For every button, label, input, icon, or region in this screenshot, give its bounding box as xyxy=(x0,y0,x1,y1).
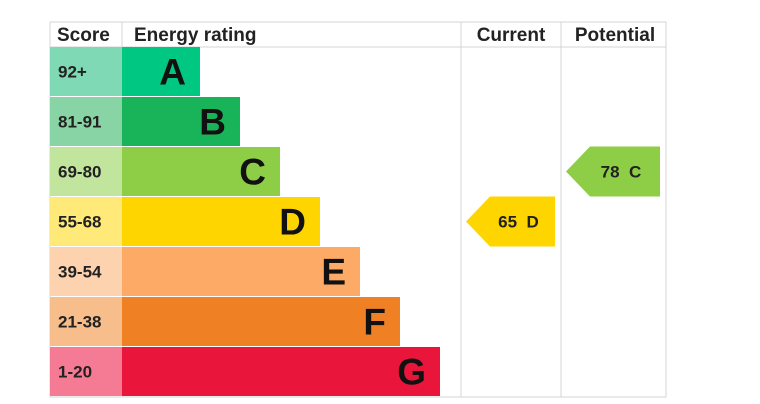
score-cell xyxy=(50,347,122,396)
potential-header: Potential xyxy=(575,25,655,46)
current-header: Current xyxy=(477,25,546,46)
score-label: 55-68 xyxy=(58,213,101,232)
score-cell xyxy=(50,47,122,96)
current-rating-label: 65 D xyxy=(498,213,539,232)
score-cell xyxy=(50,97,122,146)
current-arrow xyxy=(466,196,555,247)
rating-band-bar xyxy=(122,47,200,96)
rating-band-letter: E xyxy=(321,252,346,293)
rating-band-bar xyxy=(122,97,240,146)
rating-band-letter: F xyxy=(363,302,386,343)
energy-rating-header: Energy rating xyxy=(134,25,256,46)
rating-band-bar xyxy=(122,247,360,296)
score-header: Score xyxy=(57,25,110,46)
rating-band-letter: D xyxy=(279,202,306,243)
score-cell xyxy=(50,197,122,246)
rating-bands: 92+ A 81-91 B 69-80 C 55-68 D 39-54 E 21-38 F 1-20 G xyxy=(50,47,440,396)
score-cell xyxy=(50,247,122,296)
rating-band-bar xyxy=(122,197,320,246)
score-label: 1-20 xyxy=(58,363,92,382)
score-label: 21-38 xyxy=(58,313,101,332)
score-cell xyxy=(50,297,122,346)
potential-arrow xyxy=(566,146,660,197)
score-label: 81-91 xyxy=(58,113,101,132)
rating-band-letter: G xyxy=(397,352,426,393)
score-cell xyxy=(50,147,122,196)
rating-band-letter: C xyxy=(239,152,266,193)
rating-band-bar xyxy=(122,147,280,196)
rating-arrows: 65 D 78 C xyxy=(466,146,660,247)
header-row: Score Energy rating Current Potential xyxy=(57,25,655,46)
score-label: 39-54 xyxy=(58,263,102,282)
rating-band-bar xyxy=(122,297,400,346)
rating-band-letter: B xyxy=(199,102,226,143)
potential-rating-label: 78 C xyxy=(601,163,642,182)
score-label: 69-80 xyxy=(58,163,101,182)
rating-band-bar xyxy=(122,347,440,396)
score-label: 92+ xyxy=(58,63,87,82)
rating-band-letter: A xyxy=(159,52,186,93)
